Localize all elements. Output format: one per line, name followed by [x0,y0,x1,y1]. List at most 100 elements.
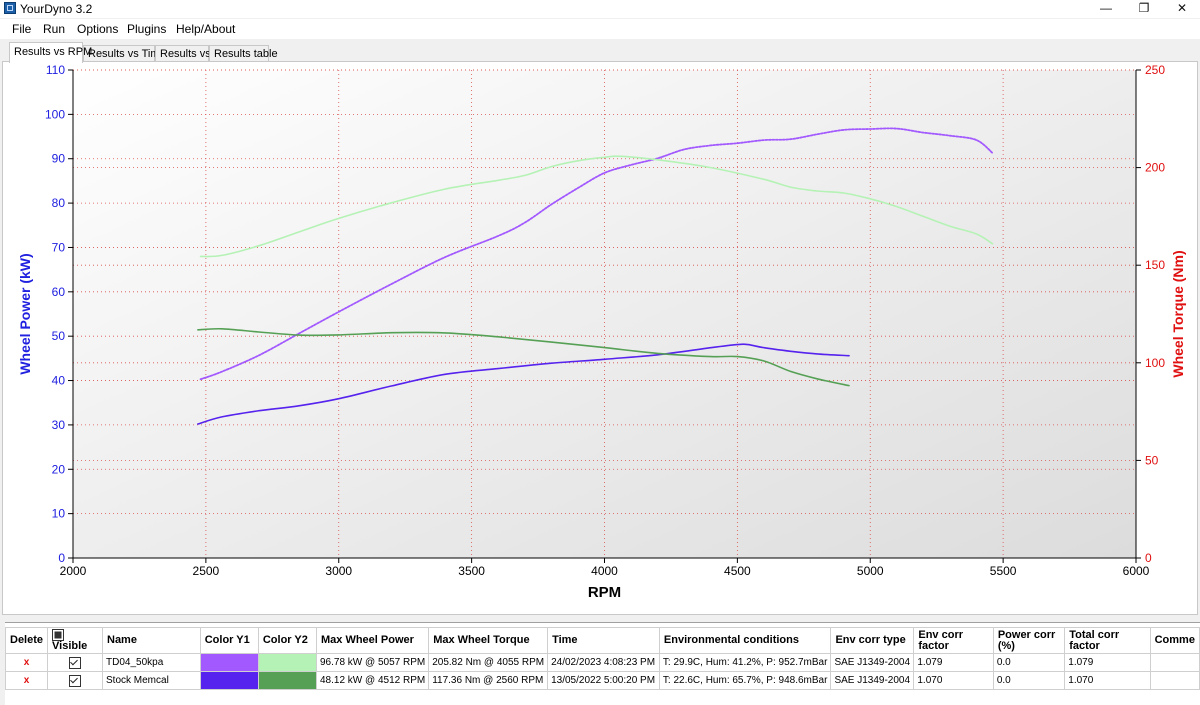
comment-cell[interactable] [1149,671,1200,690]
y1-tick-label: 20 [52,462,66,476]
y2-tick-label: 150 [1145,258,1165,272]
env-cell: T: 22.6C, Hum: 65.7%, P: 948.6mBar [658,671,832,690]
series-line-1 [199,127,994,381]
results-table: Delete Visible Name Color Y1 Color Y2 Ma… [4,627,1200,690]
tab-results-vs-rpm[interactable]: Results vs RPM [9,42,92,63]
y2-tick-label: 200 [1145,161,1165,175]
chart-series [197,127,994,425]
y1-tick-label: 50 [52,329,66,343]
menu-plugins[interactable]: Plugins [127,22,167,36]
header-max-torque[interactable]: Max Wheel Torque [428,627,549,654]
y1-tick-label: 80 [52,196,66,210]
y2-tick-label: 50 [1145,453,1159,467]
y1-tick-label: 40 [52,374,66,388]
table-row[interactable]: x TD04_50kpa 96.78 kW @ 5057 RPM 205.82 … [4,653,1200,672]
y1-tick-label: 60 [52,285,66,299]
max-torque-cell: 205.82 Nm @ 4055 RPM [428,653,549,672]
close-button[interactable]: ✕ [1176,1,1188,15]
y1-tick-label: 70 [52,240,66,254]
y1-tick-label: 100 [45,107,65,121]
x-tick-label: 5500 [990,564,1017,578]
max-power-cell: 48.12 kW @ 4512 RPM [315,671,430,690]
results-grid: Delete Visible Name Color Y1 Color Y2 Ma… [4,622,1200,705]
menu-options[interactable]: Options [77,22,119,36]
title-bar: YourDyno 3.2 — ❐ ✕ [0,0,1200,18]
series-line-3 [197,343,850,425]
x-axis-label: RPM [588,584,621,601]
axes: 2000 2500 3000 3500 4000 4500 5000 5500 60000102… [45,63,1165,578]
header-visible[interactable]: Visible [47,627,103,654]
env-cell: T: 29.9C, Hum: 41.2%, P: 952.7mBar [658,653,832,672]
x-tick-label: 3500 [458,564,485,578]
total-corr-cell: 1.070 [1064,671,1151,690]
x-tick-label: 2500 [193,564,220,578]
delete-button[interactable]: x [4,653,49,672]
color-y1-swatch[interactable] [199,653,259,672]
total-corr-cell: 1.079 [1064,653,1151,672]
restore-button[interactable]: ❐ [1138,1,1150,15]
comment-cell[interactable] [1149,653,1200,672]
tab-results-vs-time[interactable]: Results vs Time [83,45,166,62]
menu-run[interactable]: Run [43,22,66,36]
header-env-conditions[interactable]: Environmental conditions [658,627,832,654]
color-y2-swatch[interactable] [257,653,318,672]
app-icon [4,2,16,14]
env-corr-factor-cell: 1.079 [913,653,994,672]
x-tick-label: 6000 [1123,564,1150,578]
header-env-corr-factor[interactable]: Env corr factor [913,627,994,654]
dyno-chart: 2000 2500 3000 3500 4000 4500 5000 5500 60000102… [17,63,1186,601]
window-title: YourDyno 3.2 [20,2,93,16]
run-name[interactable]: TD04_50kpa [102,653,201,672]
env-corr-factor-cell: 1.070 [913,671,994,690]
delete-button[interactable]: x [4,671,49,690]
header-max-power[interactable]: Max Wheel Power [315,627,430,654]
table-row[interactable]: x Stock Memcal 48.12 kW @ 4512 RPM 117.3… [4,671,1200,690]
x-tick-label: 2000 [60,564,87,578]
header-comment[interactable]: Comme [1149,627,1200,654]
header-color-y2[interactable]: Color Y2 [257,627,318,654]
grid-lines [73,69,1136,558]
visible-cell[interactable] [47,653,103,672]
y2-tick-label: 0 [1145,551,1152,565]
y2-tick-label: 100 [1145,356,1165,370]
tab-results-table[interactable]: Results table [209,45,278,62]
max-torque-cell: 117.36 Nm @ 2560 RPM [428,671,549,690]
series-line-4 [197,327,850,387]
visible-checkbox[interactable] [69,656,82,669]
header-env-corr-type[interactable]: Env corr type [830,627,915,654]
color-y2-swatch[interactable] [257,671,318,690]
menu-file[interactable]: File [12,22,32,36]
y2-axis-label: Wheel Torque (Nm) [1170,250,1186,377]
y1-tick-label: 10 [52,507,66,521]
y1-axis-label: Wheel Power (kW) [17,253,33,374]
visible-checkbox[interactable] [69,674,82,687]
minimize-button[interactable]: — [1100,1,1112,15]
header-power-corr[interactable]: Power corr (%) [992,627,1066,654]
header-delete[interactable]: Delete [4,627,49,654]
power-corr-cell[interactable]: 0.0 [992,671,1066,690]
tab-strip: Results vs RPM Results vs Time Results v… [0,42,1200,63]
header-visible-label: Visible [52,640,88,652]
color-y1-swatch[interactable] [199,671,259,690]
y2-tick-label: 250 [1145,63,1165,77]
y1-tick-label: 90 [52,152,66,166]
table-header-row: Delete Visible Name Color Y1 Color Y2 Ma… [4,627,1200,654]
time-cell: 13/05/2022 5:00:20 PM [547,671,660,690]
select-all-checkbox[interactable] [52,629,65,641]
header-name[interactable]: Name [102,627,201,654]
y1-tick-label: 110 [46,63,65,77]
run-name[interactable]: Stock Memcal [102,671,201,690]
menu-help-about[interactable]: Help/About [176,22,236,36]
menu-bar: File Run Options Plugins Help/About [0,19,1200,39]
header-time[interactable]: Time [547,627,660,654]
max-power-cell: 96.78 kW @ 5057 RPM [315,653,430,672]
visible-cell[interactable] [47,671,103,690]
env-corr-type-cell[interactable]: SAE J1349-2004 [830,671,915,690]
series-line-2 [199,155,994,258]
x-tick-label: 4500 [724,564,751,578]
env-corr-type-cell[interactable]: SAE J1349-2004 [830,653,915,672]
header-color-y1[interactable]: Color Y1 [199,627,259,654]
tab-results-vs[interactable]: Results vs [155,45,211,62]
power-corr-cell[interactable]: 0.0 [992,653,1066,672]
header-total-corr[interactable]: Total corr factor [1064,627,1151,654]
